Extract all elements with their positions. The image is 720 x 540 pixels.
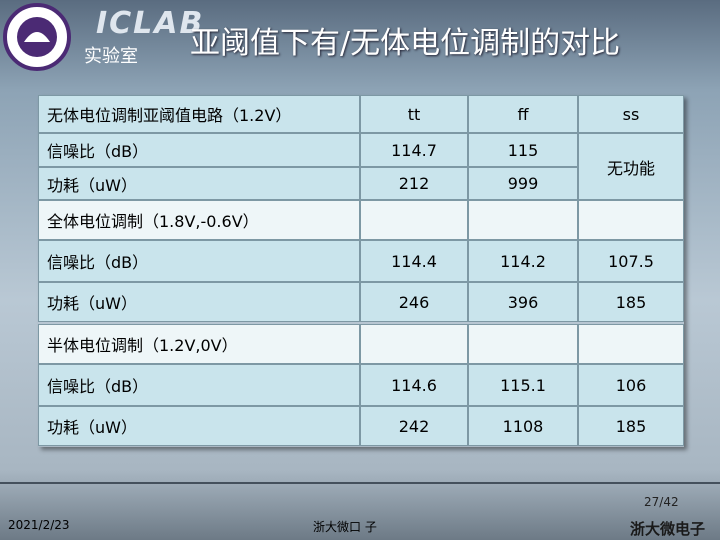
empty-cell: [468, 200, 578, 240]
row-label: 功耗（uW）: [38, 406, 360, 446]
slide-title: 亚阈值下有/无体电位调制的对比: [190, 26, 621, 61]
value-cell: 396: [468, 282, 578, 322]
row-label: 信噪比（dB）: [38, 240, 360, 282]
value-cell: 999: [468, 167, 578, 200]
brand: 浙大微电子: [630, 520, 706, 538]
ss-note: 无功能: [578, 133, 684, 200]
row-label: 信噪比（dB）: [38, 133, 360, 167]
date: 2021/2/23: [8, 518, 70, 532]
value-cell: 242: [360, 406, 468, 446]
footer-rule: [0, 482, 720, 484]
value-cell: 212: [360, 167, 468, 200]
value-cell: 115.1: [468, 364, 578, 406]
value-cell: 246: [360, 282, 468, 322]
value-cell: 107.5: [578, 240, 684, 282]
row-label: 功耗（uW）: [38, 167, 360, 200]
value-cell: 114.7: [360, 133, 468, 167]
lab-name: 实验室: [84, 46, 138, 67]
value-cell: 185: [578, 282, 684, 322]
value-cell: 114.4: [360, 240, 468, 282]
lab-logo: ICLAB: [96, 6, 205, 41]
value-cell: 115: [468, 133, 578, 167]
page-number: 27/42: [644, 495, 679, 509]
empty-cell: [360, 200, 468, 240]
column-header: ff: [468, 95, 578, 133]
value-cell: 106: [578, 364, 684, 406]
section-title: 半体电位调制（1.2V,0V）: [38, 324, 360, 364]
value-cell: 1108: [468, 406, 578, 446]
empty-cell: [468, 324, 578, 364]
empty-cell: [578, 324, 684, 364]
table-heading: 无体电位调制亚阈值电路（1.2V）: [38, 95, 360, 133]
section-title: 全体电位调制（1.8V,-0.6V）: [38, 200, 360, 240]
column-header: ss: [578, 95, 684, 133]
empty-cell: [578, 200, 684, 240]
column-header: tt: [360, 95, 468, 133]
university-logo: [3, 3, 71, 71]
organization: 浙大微口 子: [313, 520, 377, 534]
value-cell: 114.2: [468, 240, 578, 282]
empty-cell: [360, 324, 468, 364]
row-label: 信噪比（dB）: [38, 364, 360, 406]
row-label: 功耗（uW）: [38, 282, 360, 322]
comparison-table: 无体电位调制亚阈值电路（1.2V） tt ff ss 信噪比（dB） 114.7 115 功耗…: [38, 95, 684, 447]
value-cell: 114.6: [360, 364, 468, 406]
value-cell: 185: [578, 406, 684, 446]
